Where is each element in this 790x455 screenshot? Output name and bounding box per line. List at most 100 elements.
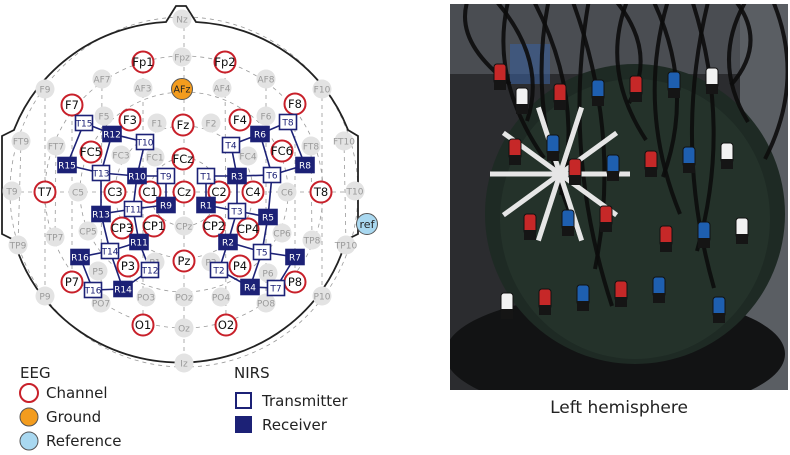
- eeg-channel-f4: F4: [228, 108, 252, 132]
- svg-text:C2: C2: [211, 185, 226, 199]
- position-p10: P10: [312, 286, 332, 306]
- legend-nirs-title: NIRS: [234, 364, 270, 382]
- position-fpz: Fpz: [172, 47, 192, 67]
- svg-text:F4: F4: [233, 113, 247, 127]
- eeg-channel-t7: T7: [33, 180, 57, 204]
- position-cpz: CPz: [174, 216, 194, 236]
- nirs-receiver-r6: R6: [250, 125, 270, 143]
- svg-text:P4: P4: [233, 259, 247, 273]
- eeg-channel-fc5: FC5: [79, 140, 103, 164]
- eeg-channel-fcz: FCz: [171, 147, 195, 171]
- position-c6: C6: [277, 182, 297, 202]
- position-t9: T9: [2, 181, 22, 201]
- svg-text:T10: T10: [136, 139, 154, 149]
- position-tp7: TP7: [45, 227, 65, 247]
- position-af8: AF8: [256, 69, 276, 89]
- svg-text:P3: P3: [121, 259, 135, 273]
- svg-text:F5: F5: [99, 113, 110, 123]
- eeg-channel-p7: P7: [60, 270, 84, 294]
- svg-text:PO7: PO7: [92, 300, 110, 310]
- svg-text:T6: T6: [265, 172, 277, 182]
- position-tp10: TP10: [334, 235, 357, 255]
- svg-text:FC3: FC3: [112, 152, 129, 162]
- eeg-channel-o1: O1: [131, 313, 155, 337]
- eeg-channel-f7: F7: [60, 93, 84, 117]
- svg-text:Iz: Iz: [180, 360, 188, 370]
- nirs-transmitter-t8: T8: [278, 113, 298, 131]
- svg-text:Oz: Oz: [178, 325, 190, 335]
- legend-receiver-icon: [235, 416, 252, 433]
- svg-text:F10: F10: [314, 86, 331, 96]
- svg-text:Fp2: Fp2: [214, 55, 235, 69]
- svg-text:TP7: TP7: [46, 234, 64, 244]
- legend-channel-label: Channel: [46, 384, 108, 402]
- svg-text:T3: T3: [230, 208, 242, 218]
- svg-text:T11: T11: [124, 206, 142, 216]
- nirs-receiver-r16: R16: [70, 248, 90, 266]
- svg-text:TP9: TP9: [9, 242, 27, 252]
- position-cp6: CP6: [272, 223, 292, 243]
- svg-text:TP8: TP8: [303, 237, 321, 247]
- position-f5: F5: [94, 106, 114, 126]
- svg-text:FT9: FT9: [13, 138, 30, 148]
- svg-text:P7: P7: [65, 275, 79, 289]
- svg-text:R16: R16: [71, 254, 89, 264]
- position-fc4: FC4: [238, 146, 258, 166]
- svg-text:FCz: FCz: [173, 152, 194, 166]
- position-f1: F1: [147, 113, 167, 133]
- position-po4: PO4: [211, 287, 231, 307]
- legend-reference-label: Reference: [46, 432, 122, 450]
- nirs-transmitter-t6: T6: [262, 166, 282, 184]
- position-p6: P6: [258, 263, 278, 283]
- eeg-cap-photo: [450, 4, 788, 390]
- eeg-channel-fz: Fz: [171, 113, 195, 137]
- legend-transmitter-label: Transmitter: [261, 392, 348, 410]
- legend-reference-icon: [19, 431, 39, 451]
- nirs-transmitter-t5: T5: [252, 243, 272, 261]
- svg-text:Pz: Pz: [178, 254, 191, 268]
- legend-ground-label: Ground: [46, 408, 101, 426]
- position-oz: Oz: [174, 318, 194, 338]
- svg-text:T10: T10: [346, 188, 364, 198]
- svg-text:R12: R12: [103, 131, 121, 141]
- nirs-transmitter-t11: T11: [124, 200, 143, 218]
- position-af3: AF3: [133, 78, 153, 98]
- svg-text:FC6: FC6: [271, 144, 293, 158]
- nirs-transmitter-t3: T3: [227, 202, 247, 220]
- position-p5: P5: [88, 261, 108, 281]
- svg-text:FT10: FT10: [333, 138, 355, 148]
- svg-text:F6: F6: [261, 113, 272, 123]
- position-fc3: FC3: [111, 145, 131, 165]
- svg-text:Fp1: Fp1: [132, 55, 153, 69]
- svg-text:C3: C3: [107, 185, 122, 199]
- svg-text:FC5: FC5: [80, 145, 102, 159]
- svg-text:POz: POz: [175, 294, 193, 304]
- nirs-transmitter-t7: T7: [266, 279, 286, 297]
- reference-electrode: ref: [356, 213, 378, 235]
- nirs-transmitter-t16: T16: [84, 281, 103, 299]
- nirs-receiver-r1: R1: [196, 196, 216, 214]
- position-poz: POz: [174, 287, 194, 307]
- svg-text:Fz: Fz: [177, 118, 190, 132]
- position-ft8: FT8: [301, 136, 321, 156]
- nirs-transmitter-t15: T15: [75, 114, 94, 132]
- svg-text:R3: R3: [231, 173, 243, 183]
- svg-text:T7: T7: [269, 285, 281, 295]
- svg-text:T8: T8: [281, 119, 293, 129]
- svg-text:T5: T5: [255, 249, 267, 259]
- nirs-receiver-r3: R3: [227, 167, 247, 185]
- svg-text:R8: R8: [299, 162, 311, 172]
- svg-text:R5: R5: [262, 214, 274, 224]
- svg-text:CPz: CPz: [176, 223, 193, 233]
- nirs-transmitter-t13: T13: [92, 164, 111, 182]
- position-p9: P9: [35, 286, 55, 306]
- nirs-transmitter-t2: T2: [209, 261, 229, 279]
- svg-text:F8: F8: [288, 97, 302, 111]
- svg-text:CP6: CP6: [273, 230, 291, 240]
- svg-text:T2: T2: [212, 267, 224, 277]
- svg-text:FT7: FT7: [48, 143, 64, 153]
- svg-text:ref: ref: [360, 218, 376, 231]
- legend-receiver-label: Receiver: [262, 416, 328, 434]
- nirs-receiver-r2: R2: [218, 233, 238, 251]
- svg-text:Cz: Cz: [177, 185, 191, 199]
